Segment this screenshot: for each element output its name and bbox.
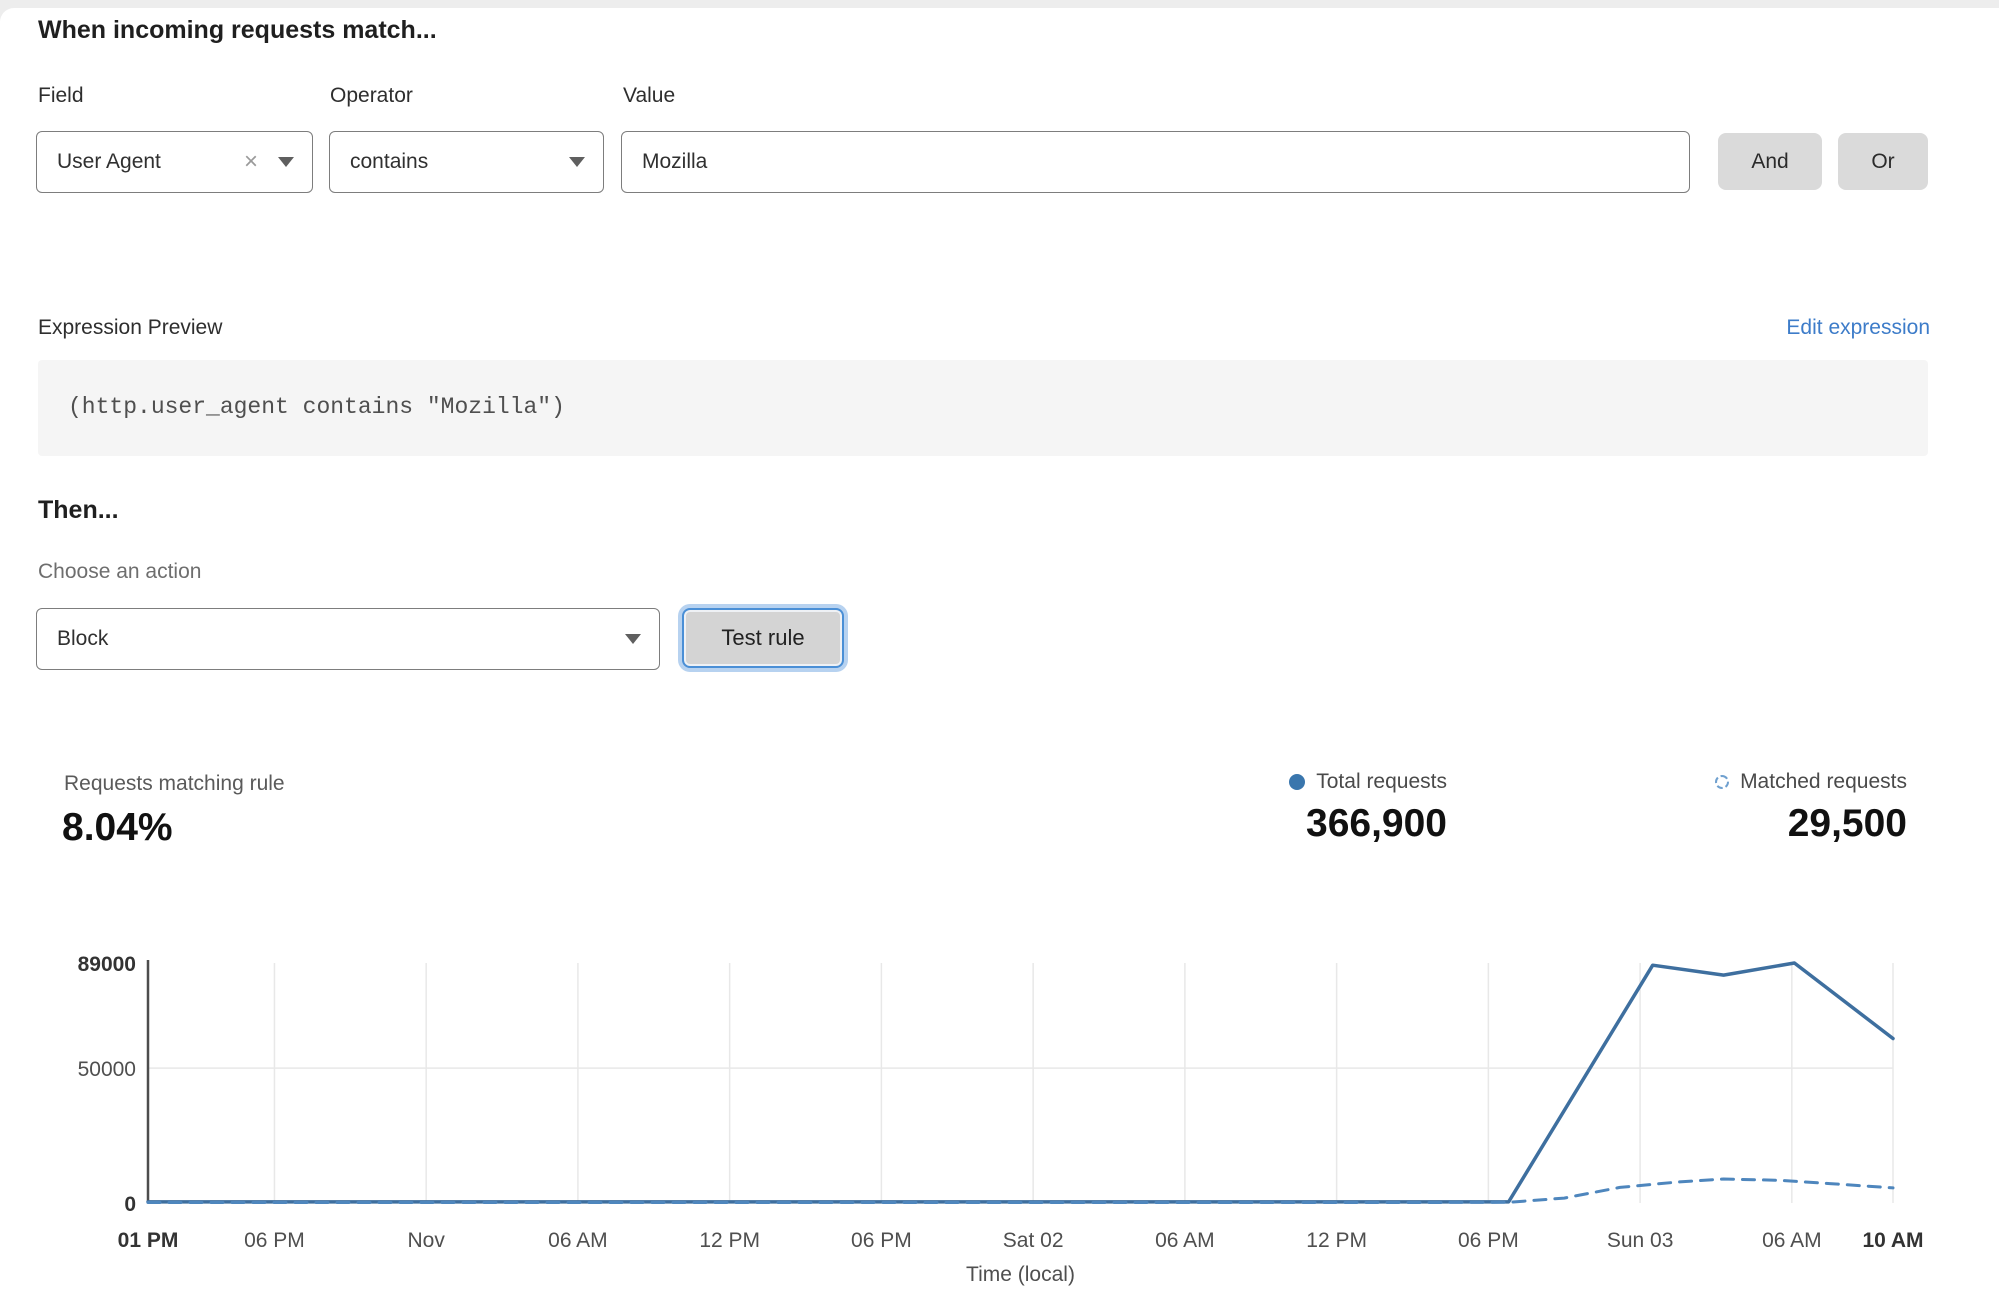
test-rule-button[interactable]: Test rule (682, 608, 844, 668)
section-title-match: When incoming requests match... (38, 16, 437, 44)
total-requests-dot-icon (1289, 774, 1306, 790)
field-select-value: User Agent (57, 150, 161, 173)
chevron-down-icon (569, 157, 585, 167)
svg-text:Nov: Nov (408, 1229, 446, 1252)
operator-select-value: contains (350, 150, 429, 173)
chevron-down-icon (625, 634, 641, 644)
svg-text:0: 0 (124, 1193, 136, 1216)
or-button[interactable]: Or (1838, 133, 1928, 190)
operator-label: Operator (330, 84, 413, 107)
svg-text:06 PM: 06 PM (851, 1229, 912, 1252)
svg-text:06 AM: 06 AM (548, 1229, 608, 1252)
value-input[interactable] (621, 131, 1690, 193)
matched-requests-dashed-circle-icon (1715, 775, 1730, 789)
field-select[interactable]: User Agent × (36, 131, 313, 193)
svg-text:12 PM: 12 PM (1306, 1229, 1367, 1252)
and-button[interactable]: And (1718, 133, 1822, 190)
svg-text:12 PM: 12 PM (699, 1229, 760, 1252)
total-requests-label: Total requests (1316, 770, 1447, 793)
requests-matching-value: 8.04% (62, 806, 173, 849)
operator-select[interactable]: contains (329, 131, 604, 193)
expression-code-block: (http.user_agent contains "Mozilla") (38, 360, 1928, 456)
chevron-down-icon (278, 157, 294, 167)
clear-field-icon[interactable]: × (243, 148, 258, 175)
legend-total-requests: Total requests 366,900 (1289, 770, 1447, 846)
action-select[interactable]: Block (36, 608, 660, 670)
requests-line-chart: 0 50000 89000 01 PM 06 PM Nov 06 AM 12 PM 06 PM S… (78, 953, 1924, 1286)
svg-text:50000: 50000 (78, 1058, 136, 1081)
value-label: Value (623, 84, 676, 107)
edit-expression-link[interactable]: Edit expression (1786, 316, 1930, 339)
svg-text:Time (local): Time (local) (966, 1263, 1075, 1286)
svg-text:89000: 89000 (78, 953, 136, 976)
section-title-then: Then... (38, 496, 119, 524)
svg-text:Sat 02: Sat 02 (1003, 1229, 1064, 1252)
svg-text:06 PM: 06 PM (244, 1229, 305, 1252)
svg-text:Sun 03: Sun 03 (1607, 1229, 1674, 1252)
expression-code: (http.user_agent contains "Mozilla") (68, 394, 565, 420)
matched-requests-label: Matched requests (1740, 770, 1907, 793)
svg-text:01 PM: 01 PM (118, 1229, 179, 1252)
action-select-value: Block (57, 627, 109, 650)
svg-text:06 PM: 06 PM (1458, 1229, 1519, 1252)
svg-text:10 AM: 10 AM (1862, 1229, 1923, 1252)
field-label: Field (38, 84, 84, 107)
matched-requests-value: 29,500 (1787, 802, 1907, 845)
requests-matching-label: Requests matching rule (64, 772, 285, 795)
expression-preview-label: Expression Preview (38, 316, 223, 339)
legend-matched-requests: Matched requests 29,500 (1715, 770, 1907, 846)
choose-action-label: Choose an action (38, 560, 202, 583)
svg-text:06 AM: 06 AM (1762, 1229, 1822, 1252)
total-requests-value: 366,900 (1306, 802, 1447, 845)
svg-text:06 AM: 06 AM (1155, 1229, 1215, 1252)
